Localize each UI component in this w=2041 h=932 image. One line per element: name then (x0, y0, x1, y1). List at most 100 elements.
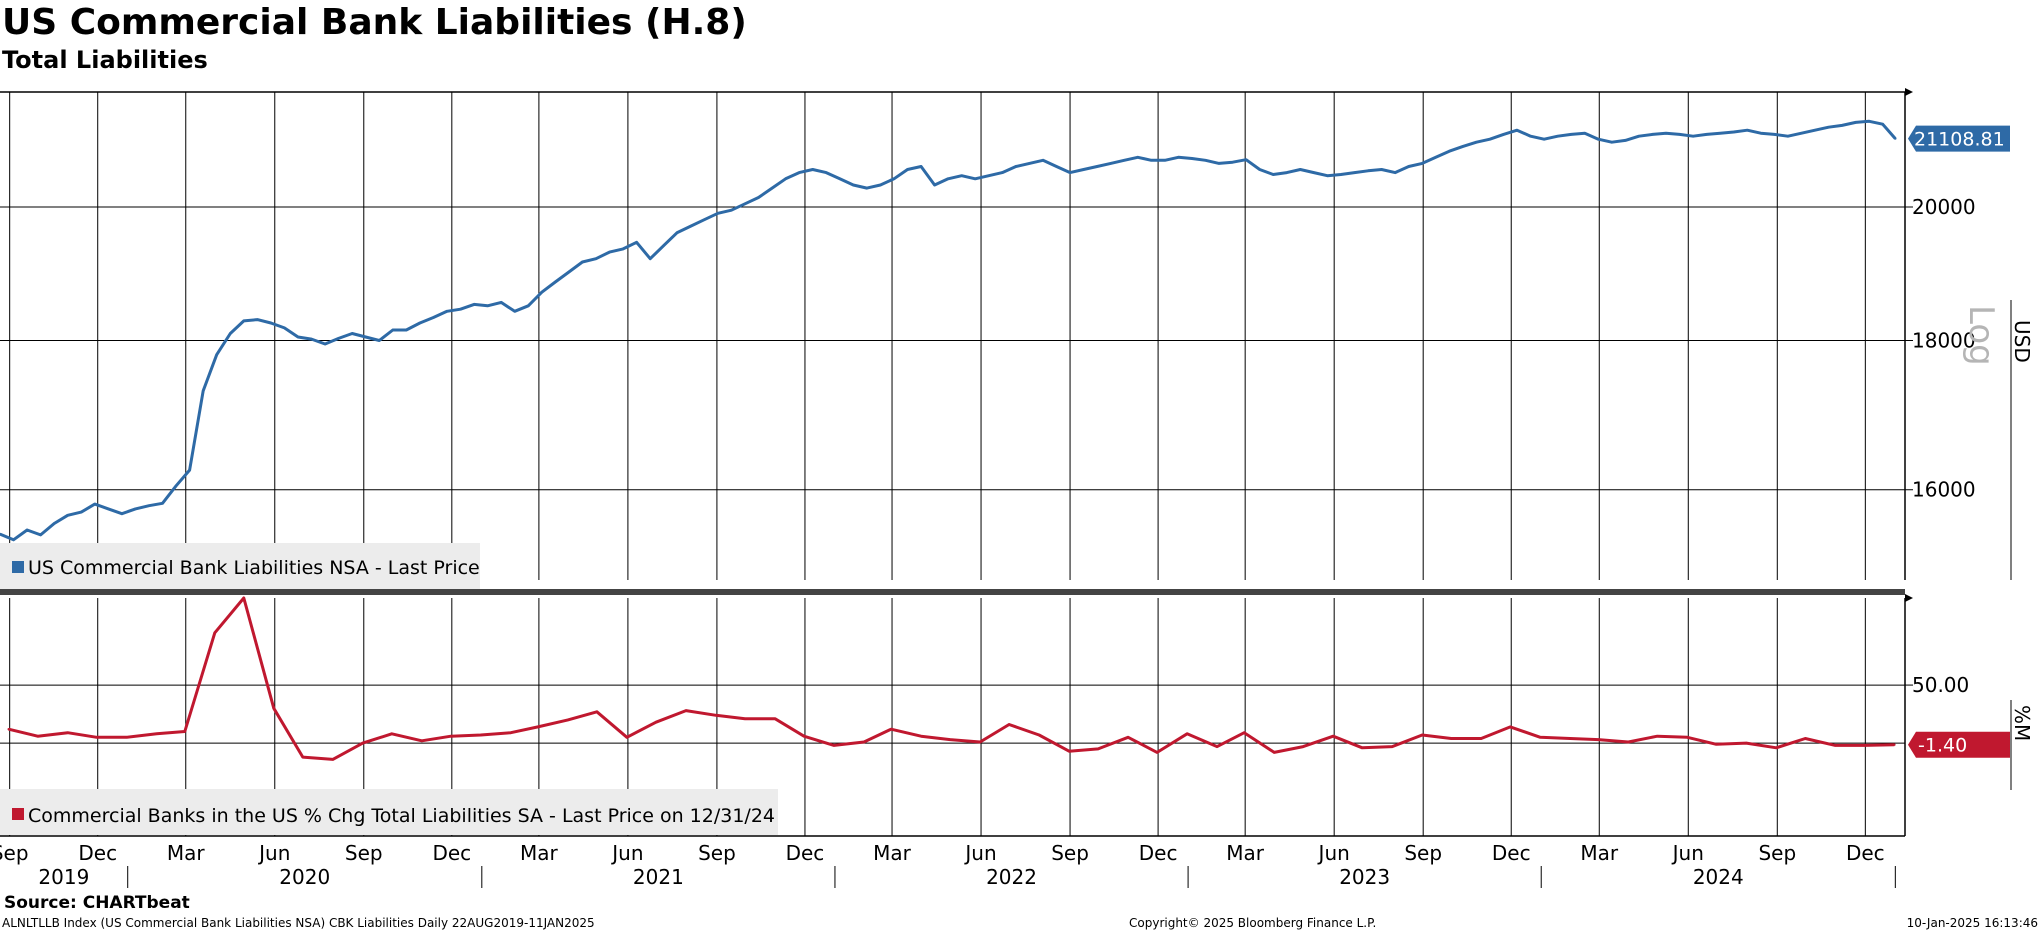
data-point-pct-change (66, 731, 69, 734)
data-point-liabilities (1434, 156, 1438, 159)
data-point-liabilities (120, 512, 124, 515)
x-year-label: 2022 (986, 865, 1037, 889)
x-year-label: 2023 (1339, 865, 1390, 889)
x-tick-label: Mar (167, 841, 206, 865)
data-point-liabilities (1542, 138, 1546, 141)
data-point-pct-change (95, 736, 98, 739)
data-point-liabilities (1190, 157, 1194, 160)
x-tick-label: Jun (1671, 841, 1704, 865)
data-point-pct-change (1834, 744, 1837, 747)
data-point-pct-change (1215, 745, 1219, 748)
data-point-liabilities (649, 257, 652, 260)
data-point-liabilities (757, 196, 760, 199)
data-point-pct-change (1361, 746, 1364, 749)
data-point-pct-change (1569, 737, 1572, 740)
data-point-liabilities (743, 202, 747, 205)
data-point-pct-change (595, 710, 599, 713)
data-point-pct-change (242, 596, 245, 600)
data-point-liabilities (229, 332, 232, 335)
data-point-pct-change (1126, 736, 1130, 739)
data-point-liabilities (188, 468, 191, 472)
data-point-liabilities (25, 528, 29, 532)
data-point-liabilities (1854, 121, 1857, 124)
axis-layer: 16000 18000 20000 50.00 21108.81 -1.40 USD Log%… (0, 125, 2034, 889)
data-point-liabilities (1272, 173, 1275, 176)
last-value-badge (1908, 125, 2010, 152)
y-tick-label: 16000 (1912, 478, 1976, 502)
data-point-liabilities (1475, 141, 1478, 144)
data-point-pct-change (183, 730, 186, 733)
data-point-liabilities (865, 186, 869, 190)
data-point-liabilities (1258, 168, 1261, 171)
data-point-liabilities (486, 304, 489, 307)
data-point-pct-change (390, 732, 393, 735)
data-point-pct-change (1627, 740, 1630, 744)
data-point-liabilities (554, 280, 557, 284)
data-point-liabilities (689, 224, 692, 228)
data-point-liabilities (1380, 168, 1383, 171)
data-point-liabilities (1421, 162, 1424, 165)
data-point-liabilities (202, 389, 205, 392)
data-point-liabilities (1461, 145, 1465, 148)
legend-swatch (12, 808, 24, 820)
data-point-pct-change (1243, 731, 1246, 734)
data-point-pct-change (625, 736, 629, 739)
data-point-liabilities (161, 502, 164, 505)
data-point-pct-change (509, 731, 512, 734)
data-point-liabilities (1813, 129, 1817, 132)
data-point-liabilities (1366, 169, 1370, 172)
data-point-pct-change (420, 739, 423, 742)
data-point-liabilities (1637, 135, 1641, 138)
data-point-pct-change (1302, 745, 1305, 748)
data-point-pct-change (155, 732, 158, 735)
data-point-pct-change (1686, 736, 1689, 739)
x-tick-label: Sep (1051, 841, 1089, 865)
data-point-liabilities (93, 502, 97, 506)
last-value-badge (1908, 731, 2010, 758)
y-tick-label: 18000 (1912, 329, 1976, 353)
y-tick-label: 20000 (1912, 195, 1976, 219)
data-point-pct-change (1893, 743, 1896, 746)
x-tick-label: Dec (1139, 841, 1178, 865)
x-tick-label: Sep (698, 841, 736, 865)
data-point-liabilities (1515, 129, 1519, 132)
data-point-liabilities (283, 326, 286, 330)
data-point-liabilities (1014, 165, 1018, 168)
data-point-liabilities (337, 337, 340, 340)
data-point-liabilities (1095, 165, 1099, 168)
data-point-liabilities (1231, 161, 1234, 164)
legend-label: US Commercial Bank Liabilities NSA - Las… (28, 557, 480, 579)
data-point-liabilities (1407, 165, 1410, 168)
x-year-label: 2021 (633, 865, 684, 889)
x-tick-label: Jun (257, 841, 290, 865)
data-point-pct-change (479, 733, 482, 737)
data-point-pct-change (1539, 736, 1542, 739)
data-point-pct-change (1775, 746, 1778, 749)
axis-arrow (1905, 88, 1913, 96)
data-point-liabilities (39, 533, 42, 537)
ticker-info: ALNLTLLB Index (US Commercial Bank Liabi… (2, 916, 595, 930)
data-point-liabilities (635, 241, 638, 244)
data-point-pct-change (1450, 737, 1453, 740)
data-point-liabilities (256, 318, 259, 321)
log-scale-label: Log (1961, 305, 2001, 366)
data-point-pct-change (1509, 725, 1512, 729)
data-point-liabilities (445, 310, 449, 313)
data-point-liabilities (1163, 159, 1167, 162)
data-point-liabilities (1339, 173, 1343, 176)
data-point-liabilities (1001, 171, 1004, 174)
data-point-pct-change (978, 740, 982, 744)
data-point-liabilities (594, 257, 598, 260)
data-point-pct-change (1067, 750, 1071, 753)
data-point-liabilities (1055, 165, 1058, 168)
data-point-liabilities (621, 247, 625, 251)
data-point-liabilities (1326, 174, 1329, 177)
data-point-liabilities (296, 335, 300, 339)
data-point-liabilities (147, 504, 151, 507)
data-point-pct-change (654, 721, 658, 724)
data-point-pct-change (919, 735, 923, 738)
data-point-liabilities (987, 174, 990, 177)
data-point-pct-change (1155, 751, 1159, 754)
data-point-liabilities (1786, 135, 1790, 138)
data-point-liabilities (391, 328, 394, 332)
